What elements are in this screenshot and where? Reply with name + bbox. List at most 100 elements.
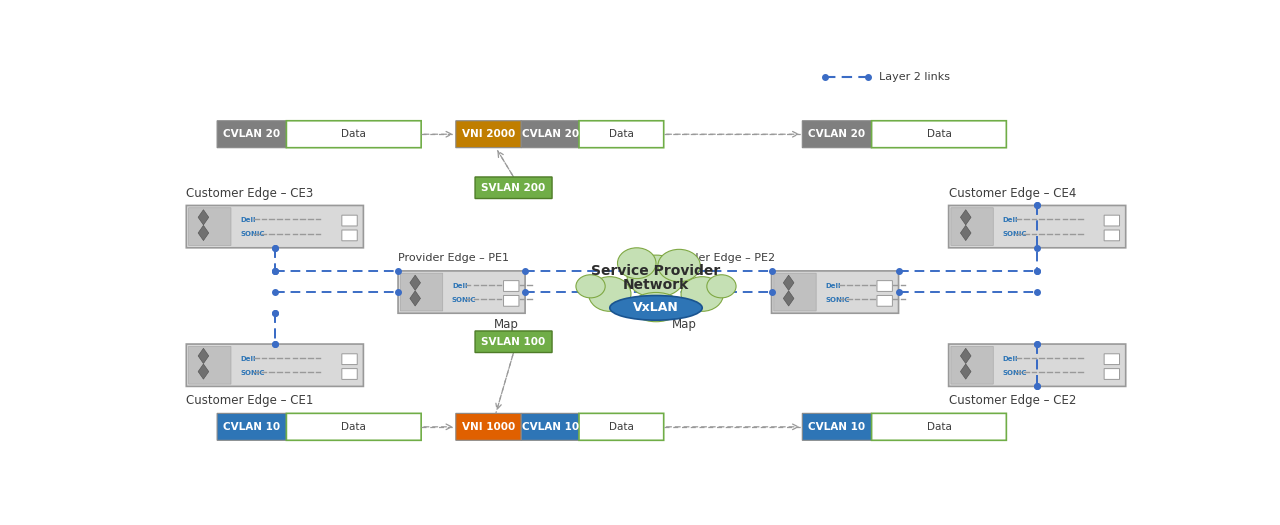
Polygon shape [960,209,972,225]
Text: Dell: Dell [1002,217,1018,223]
Text: Data: Data [927,422,951,432]
FancyBboxPatch shape [398,271,525,313]
FancyBboxPatch shape [951,208,993,246]
FancyBboxPatch shape [772,271,899,313]
Text: CVLAN 20: CVLAN 20 [809,129,865,139]
FancyBboxPatch shape [218,413,287,440]
Ellipse shape [617,248,657,279]
FancyBboxPatch shape [579,121,664,148]
FancyBboxPatch shape [503,296,518,306]
Polygon shape [198,209,209,225]
Polygon shape [410,291,421,306]
Polygon shape [198,348,209,363]
FancyBboxPatch shape [1105,230,1120,241]
Text: SONiC: SONiC [241,231,265,237]
FancyBboxPatch shape [951,346,993,384]
Ellipse shape [589,277,631,311]
Text: Data: Data [927,129,951,139]
Text: CVLAN 10: CVLAN 10 [521,422,579,432]
FancyBboxPatch shape [187,205,364,248]
FancyBboxPatch shape [803,121,872,148]
Text: SONiC: SONiC [1002,370,1027,376]
FancyBboxPatch shape [877,296,892,306]
Text: SONiC: SONiC [826,297,850,303]
Text: Provider Edge – PE1: Provider Edge – PE1 [398,253,509,263]
Text: Dell: Dell [452,283,467,289]
Text: CVLAN 20: CVLAN 20 [521,129,579,139]
FancyBboxPatch shape [1105,369,1120,380]
Text: SONiC: SONiC [1002,231,1027,237]
Text: Data: Data [342,422,366,432]
Text: Network: Network [623,278,689,292]
FancyBboxPatch shape [287,121,421,148]
Polygon shape [960,225,972,240]
FancyBboxPatch shape [503,281,518,291]
FancyBboxPatch shape [948,344,1125,386]
Text: Dell: Dell [241,356,256,362]
Ellipse shape [609,296,703,320]
FancyBboxPatch shape [521,121,579,148]
FancyBboxPatch shape [188,208,230,246]
Text: SVLAN 200: SVLAN 200 [481,183,545,193]
FancyBboxPatch shape [774,273,817,311]
Text: Dell: Dell [1002,356,1018,362]
Text: VNI 2000: VNI 2000 [462,129,515,139]
FancyBboxPatch shape [287,413,421,440]
Text: SONiC: SONiC [241,370,265,376]
Text: Customer Edge – CE3: Customer Edge – CE3 [187,187,314,200]
FancyBboxPatch shape [456,121,521,148]
Ellipse shape [707,275,736,298]
Text: Map: Map [672,318,696,331]
FancyBboxPatch shape [342,230,357,241]
FancyBboxPatch shape [521,413,579,440]
Polygon shape [960,364,972,379]
Ellipse shape [681,277,723,311]
FancyBboxPatch shape [187,344,364,386]
Polygon shape [960,348,972,363]
FancyBboxPatch shape [872,121,1006,148]
FancyBboxPatch shape [188,346,230,384]
Text: Layer 2 links: Layer 2 links [879,72,950,82]
Text: SONiC: SONiC [452,297,476,303]
Text: CVLAN 10: CVLAN 10 [809,422,865,432]
Ellipse shape [627,255,685,298]
FancyBboxPatch shape [475,177,552,198]
Ellipse shape [658,249,700,282]
FancyBboxPatch shape [1105,215,1120,226]
Text: Service Provider: Service Provider [591,264,721,278]
Polygon shape [198,225,209,240]
Polygon shape [783,275,794,290]
Text: SVLAN 100: SVLAN 100 [481,337,545,347]
FancyBboxPatch shape [872,413,1006,440]
Text: Data: Data [609,422,634,432]
FancyBboxPatch shape [342,369,357,380]
FancyBboxPatch shape [401,273,443,311]
Text: CVLAN 10: CVLAN 10 [223,422,280,432]
Ellipse shape [631,292,681,322]
FancyBboxPatch shape [1105,354,1120,364]
FancyBboxPatch shape [475,331,552,352]
Text: VxLAN: VxLAN [634,301,678,314]
FancyBboxPatch shape [948,205,1125,248]
Polygon shape [410,275,421,290]
Text: Customer Edge – CE2: Customer Edge – CE2 [948,394,1076,407]
Polygon shape [198,364,209,379]
Text: Customer Edge – CE1: Customer Edge – CE1 [187,394,314,407]
Text: CVLAN 20: CVLAN 20 [223,129,280,139]
Text: VNI 1000: VNI 1000 [462,422,515,432]
FancyBboxPatch shape [218,121,287,148]
Text: Data: Data [609,129,634,139]
Text: Customer Edge – CE4: Customer Edge – CE4 [948,187,1076,200]
Polygon shape [783,291,794,306]
Text: Map: Map [494,318,520,331]
FancyBboxPatch shape [342,215,357,226]
FancyBboxPatch shape [877,281,892,291]
FancyBboxPatch shape [579,413,664,440]
FancyBboxPatch shape [342,354,357,364]
Text: Provider Edge – PE2: Provider Edge – PE2 [664,253,774,263]
Text: Dell: Dell [826,283,841,289]
FancyBboxPatch shape [803,413,872,440]
Ellipse shape [576,275,605,298]
Text: Data: Data [342,129,366,139]
Text: Dell: Dell [241,217,256,223]
